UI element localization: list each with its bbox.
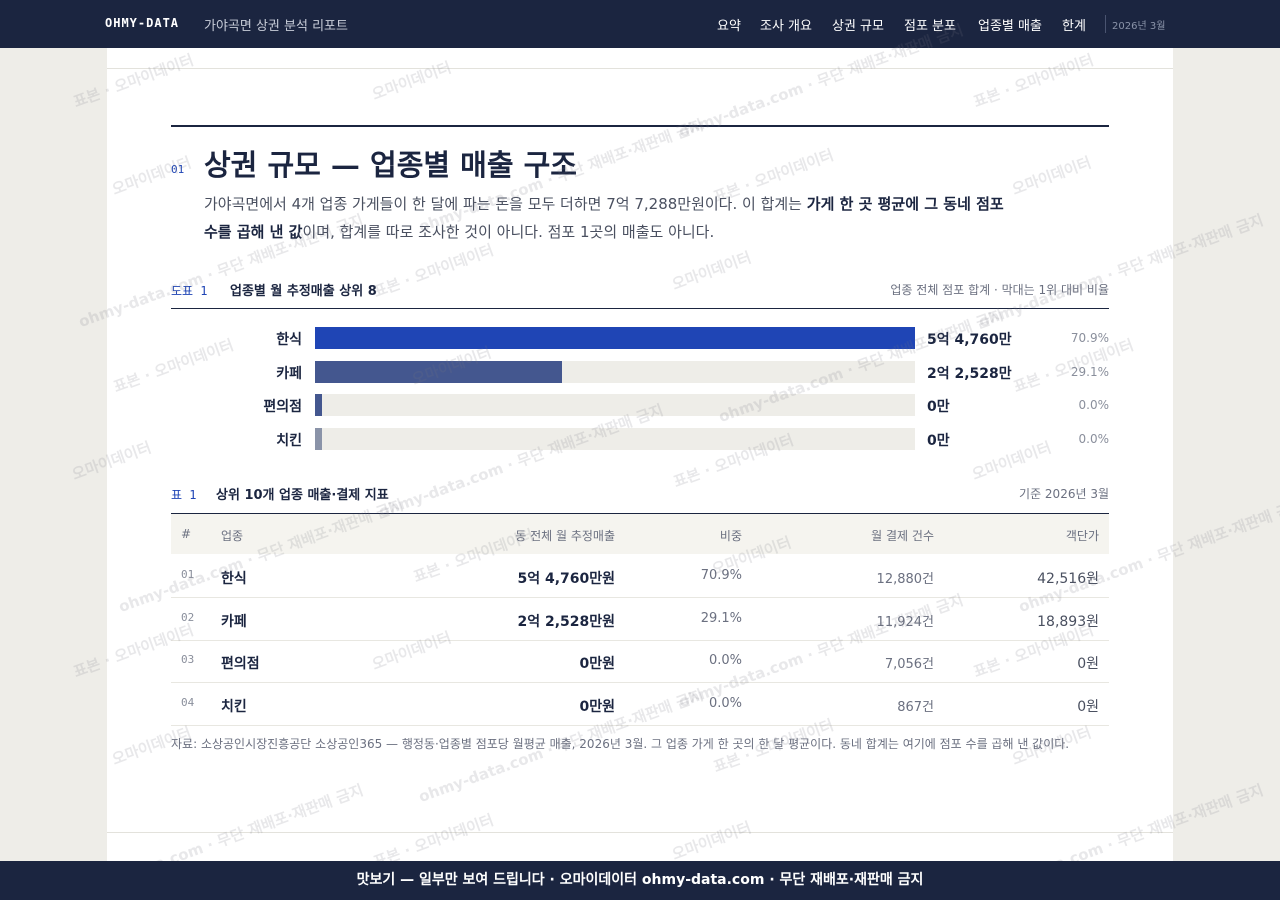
bar <box>315 327 915 349</box>
table-cell: 29.1% <box>700 610 742 626</box>
table-cell: 0만원 <box>579 698 615 715</box>
table-cell: 0.0% <box>708 653 742 668</box>
rule <box>107 832 1173 833</box>
table-header <box>171 514 1109 554</box>
nav-link[interactable]: 상권 규모 <box>832 19 884 34</box>
table-cell: 2억 2,528만원 <box>517 613 615 630</box>
figure-rule <box>171 308 1109 309</box>
table-cell: 01 <box>181 568 195 581</box>
column-header: 월 결제 건수 <box>871 529 934 543</box>
table-cell: 12,880건 <box>876 572 934 587</box>
section-rule <box>171 125 1109 127</box>
table-rule <box>171 513 1109 514</box>
table-cell: 0원 <box>1077 656 1099 672</box>
table-cell: 7,056건 <box>884 657 934 672</box>
row-divider <box>171 597 1109 598</box>
table-note: 기준 2026년 3월 <box>1019 487 1109 501</box>
rule <box>107 68 1173 69</box>
table-cell: 70.9% <box>700 568 742 583</box>
row-divider <box>171 682 1109 683</box>
table-cell: 편의점 <box>221 656 260 672</box>
column-header: 객단가 <box>1065 529 1099 543</box>
value-label: 0만 <box>927 399 950 415</box>
column-header: 비중 <box>719 529 742 543</box>
table-cell: 42,516원 <box>1037 571 1099 587</box>
table-cell: 치킨 <box>221 698 247 715</box>
bar-track <box>315 427 915 450</box>
bar-label: 한식 <box>276 332 302 348</box>
table-cell: 0원 <box>1077 698 1099 715</box>
table-cell: 02 <box>181 610 195 624</box>
figure-note: 업종 전체 점포 합계 · 막대는 1위 대비 비율 <box>890 283 1109 297</box>
nav-link[interactable]: 요약 <box>717 19 741 34</box>
nav-link[interactable]: 한계 <box>1062 19 1086 34</box>
table-cell: 5억 4,760만원 <box>517 571 615 587</box>
value-label: 5억 4,760만 <box>927 332 1012 348</box>
nav-date: 2026년 3월 <box>1112 21 1166 32</box>
nav-link[interactable]: 업종별 매출 <box>978 19 1042 34</box>
report-panel: 01 상권 규모 — 업종별 매출 구조 가야곡면에서 4개 업종 가게들이 한… <box>107 48 1173 861</box>
footer-text: 맛보기 — 일부만 보여 드립니다 · 오마이데이터 ohmy-data.com… <box>356 872 924 888</box>
table-label: 표 1 <box>171 488 197 502</box>
share-label: 0.0% <box>1078 431 1110 446</box>
section-number: 01 <box>171 163 185 176</box>
bar-label: 카페 <box>276 365 302 382</box>
top-nav: OHMY-DATA 가야곡면 상권 분석 리포트 2026년 3월 요약 조사 개… <box>0 0 1280 48</box>
text: 이며, 합계를 따로 조사한 것이 아니다. 점포 1곳의 매출도 아니다. <box>302 223 715 241</box>
bar-label: 편의점 <box>263 399 302 415</box>
report-title: 가야곡면 상권 분석 리포트 <box>204 19 348 34</box>
share-label: 0.0% <box>1078 398 1110 412</box>
value-label: 0만 <box>927 432 950 449</box>
table-cell: 한식 <box>221 571 247 587</box>
divider <box>1105 15 1106 33</box>
table-cell: 03 <box>181 653 195 666</box>
bar-track <box>315 394 915 416</box>
share-label: 29.1% <box>1070 364 1109 379</box>
bar-label: 치킨 <box>276 432 302 449</box>
bar <box>315 360 562 383</box>
table-cell: 04 <box>181 695 195 709</box>
figure-label: 도표 1 <box>171 284 208 298</box>
share-label: 70.9% <box>1070 331 1109 345</box>
column-header: 동 전체 월 추정매출 <box>515 529 615 543</box>
bar-stub <box>315 427 322 450</box>
row-divider <box>171 724 1109 726</box>
table-cell: 0만원 <box>579 656 615 672</box>
table-cell: 867건 <box>897 699 934 715</box>
row-divider <box>171 639 1109 641</box>
table-cell: 카페 <box>221 613 247 630</box>
bar-stub <box>315 394 322 416</box>
emphasis: 가게 한 곳 평균에 그 동네 점포 수를 곱해 낸 값 <box>204 195 1004 241</box>
table-cell: 0.0% <box>708 695 742 711</box>
text: 가야곡면에서 4개 업종 가게들이 한 달에 파는 돈을 모두 더하면 7억 7… <box>204 195 807 213</box>
table-cell: 18,893원 <box>1037 613 1099 630</box>
figure-title: 업종별 월 추정매출 상위 8 <box>230 284 377 299</box>
logo[interactable]: OHMY-DATA <box>105 16 180 30</box>
footer-bar: 맛보기 — 일부만 보여 드립니다 · 오마이데이터 ohmy-data.com… <box>0 861 1280 900</box>
column-header: 업종 <box>221 529 244 543</box>
nav-link[interactable]: 조사 개요 <box>760 19 812 34</box>
section-paragraph: 가야곡면에서 4개 업종 가게들이 한 달에 파는 돈을 모두 더하면 7억 7… <box>204 190 1004 246</box>
column-header: # <box>181 527 192 541</box>
source-note: 자료: 소상공인시장진흥공단 소상공인365 — 행정동·업종별 점포당 월평균… <box>171 737 1070 751</box>
table-title: 상위 10개 업종 매출·결제 지표 <box>216 488 389 503</box>
table-cell: 11,924건 <box>876 614 934 630</box>
value-label: 2억 2,528만 <box>927 365 1012 382</box>
nav-link[interactable]: 점포 분포 <box>904 19 956 34</box>
section-title: 상권 규모 — 업종별 매출 구조 <box>204 148 577 182</box>
